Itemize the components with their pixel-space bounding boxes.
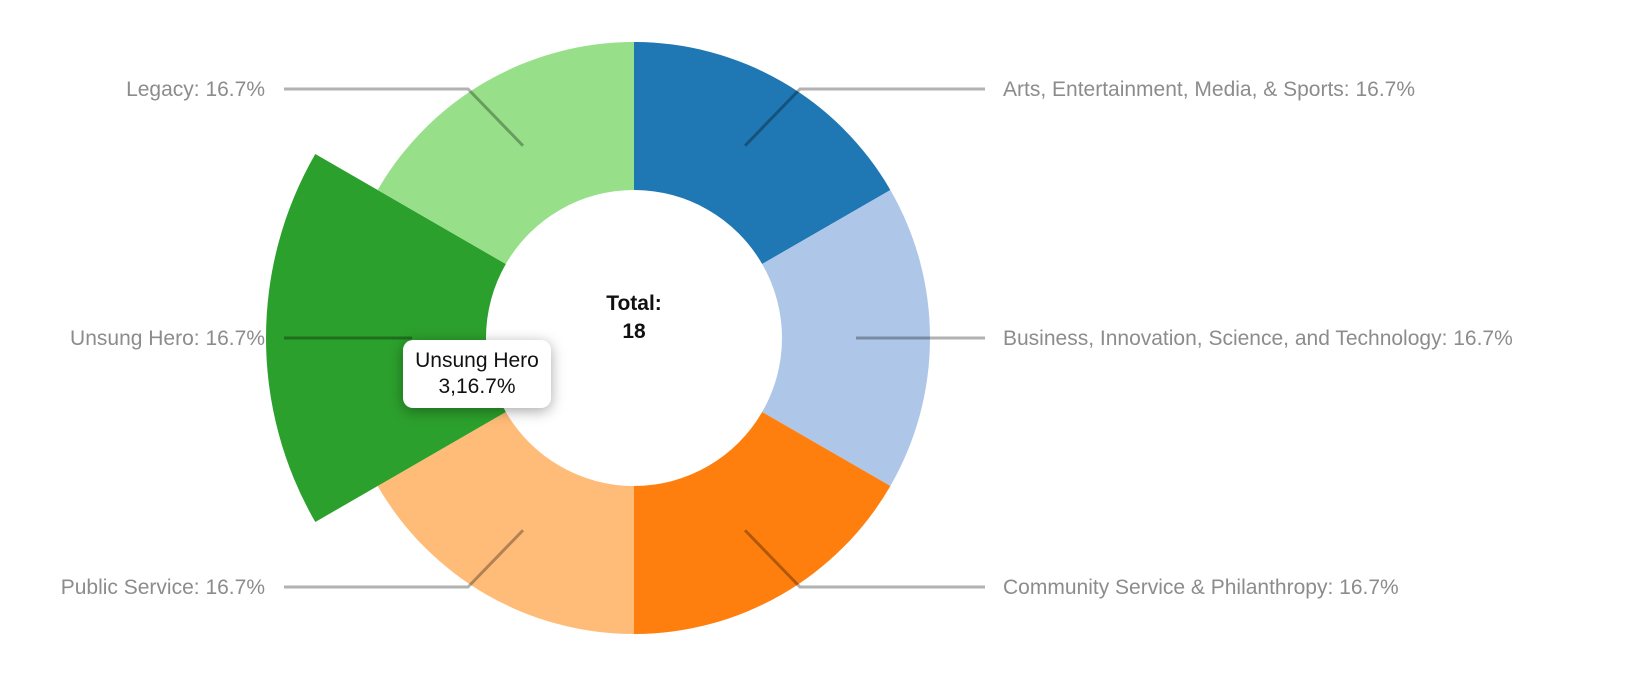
callout-label-unsung-hero: Unsung Hero: 16.7% <box>70 327 265 350</box>
center-total-value: 18 <box>622 320 646 343</box>
callout-line-arts-entertainment-media-sports <box>743 87 985 147</box>
slice-business-innovation-science-and-technology[interactable] <box>762 190 930 486</box>
callout-label-community-service-philanthropy: Community Service & Philanthropy: 16.7% <box>1003 576 1399 599</box>
callout-label-arts-entertainment-media-sports: Arts, Entertainment, Media, & Sports: 16… <box>1003 78 1415 101</box>
slice-tooltip: Unsung Hero 3,16.7% <box>403 340 551 408</box>
slice-unsung-hero[interactable] <box>265 154 506 522</box>
callout-line-public-service <box>284 529 525 589</box>
callout-label-public-service: Public Service: 16.7% <box>61 576 265 599</box>
tooltip-value: 3,16.7% <box>438 375 516 398</box>
slice-public-service[interactable] <box>377 412 634 634</box>
slice-legacy[interactable] <box>377 42 634 264</box>
tooltip-title: Unsung Hero <box>415 349 539 372</box>
callout-line-legacy <box>284 87 525 147</box>
slice-community-service-philanthropy[interactable] <box>634 412 891 634</box>
callout-label-legacy: Legacy: 16.7% <box>126 78 265 101</box>
callout-line-community-service-philanthropy <box>743 529 985 589</box>
slice-arts-entertainment-media-sports[interactable] <box>634 42 891 264</box>
callout-label-business-innovation-science-and-technology: Business, Innovation, Science, and Techn… <box>1003 327 1513 350</box>
center-total-label: Total: <box>606 292 662 315</box>
